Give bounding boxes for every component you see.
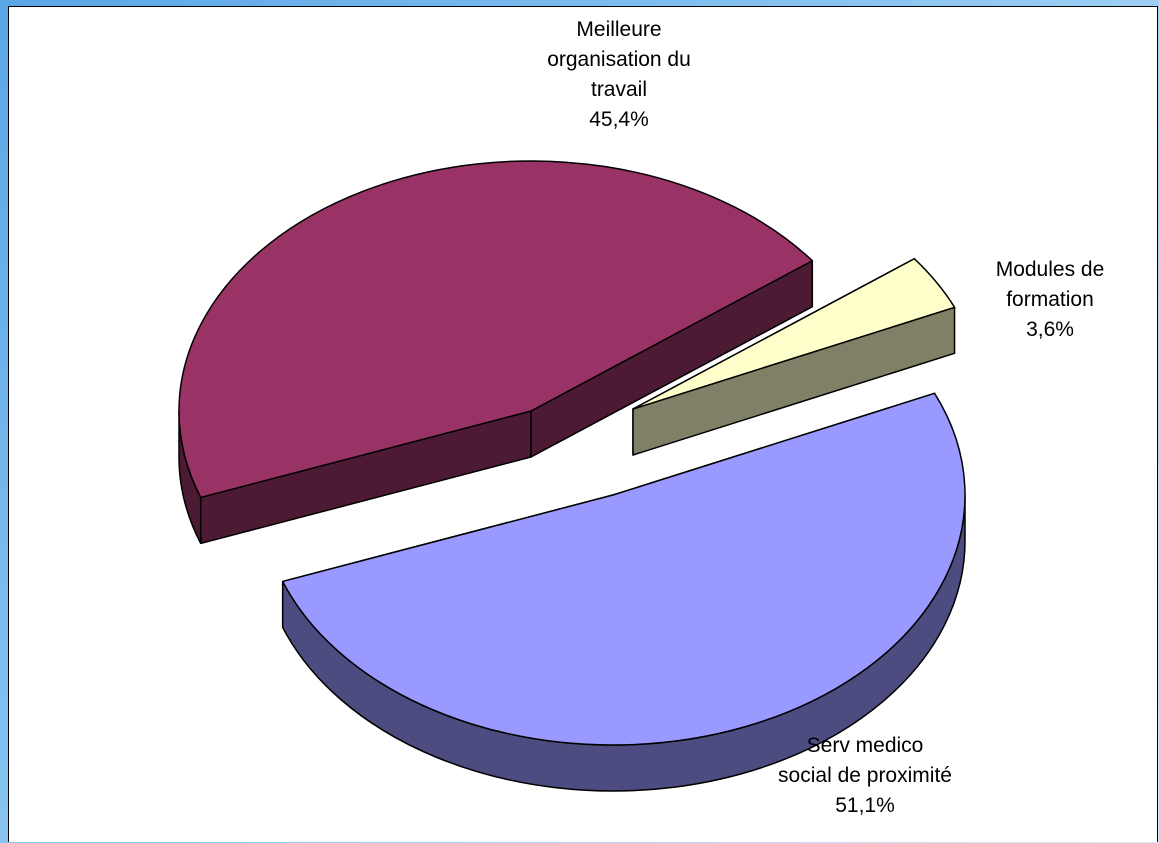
chart-frame: Meilleure organisation du travail 45,4% … [8,6,1158,842]
label-serv-line2: social de proximité [778,764,952,787]
label-serv-line1: Serv medico [806,734,924,757]
slice-top-meilleure-organisation-du-travail [178,160,814,499]
label-modules-line2: formation [1006,288,1094,311]
label-organisation-line3: travail [590,78,648,101]
slice-0 [281,392,966,792]
label-organisation-line1: Meilleure [576,18,662,41]
label-organisation: Meilleure organisation du travail 45,4% [529,15,709,135]
label-serv: Serv medico social de proximité 51,1% [755,731,975,821]
label-modules-line1: Modules de [995,258,1105,281]
label-modules: Modules de formation 3,6% [975,255,1125,345]
slice-2 [632,257,956,456]
label-organisation-pct: 45,4% [589,108,649,131]
slice-top-modules-de-formation [632,257,956,410]
pie-chart [178,160,966,792]
label-modules-pct: 3,6% [1026,318,1074,341]
slice-top-serv-medico-social-de-proximit [281,392,966,746]
slice-1 [178,160,814,545]
label-organisation-line2: organisation du [547,48,691,71]
label-serv-pct: 51,1% [835,794,895,817]
